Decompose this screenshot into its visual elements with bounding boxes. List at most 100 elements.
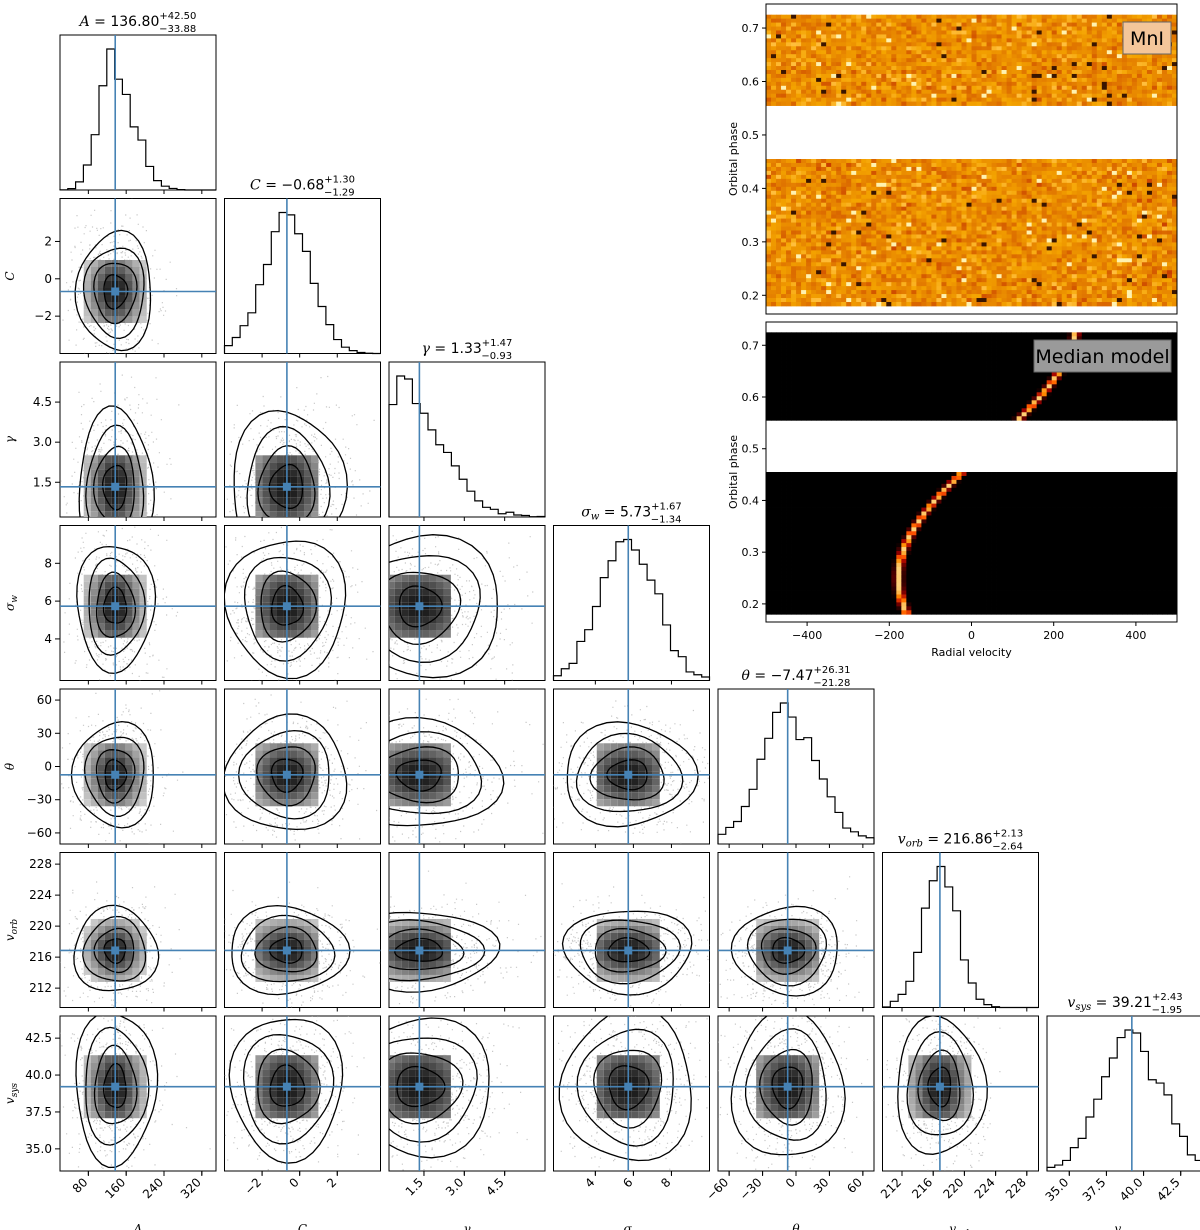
panel-frame	[224, 688, 381, 845]
x-tick-label: 240	[140, 1175, 166, 1201]
y-tick-label: −2	[34, 309, 52, 323]
joint-panel-gamma-v_orb	[388, 852, 546, 1008]
median-marker	[624, 946, 633, 955]
median-marker	[415, 1082, 424, 1091]
legend-box	[1122, 21, 1172, 55]
joint-panel-sigma_w-v_orb	[553, 852, 710, 1008]
density-contour	[389, 1037, 478, 1143]
joint-panel-A-gamma	[59, 361, 217, 518]
x-tick-label: 42.5	[1154, 1175, 1183, 1204]
y-tick-label: 0	[44, 272, 52, 286]
panel-frame	[765, 3, 1178, 315]
hist-panel-sigma_w: σw = 5.73+1.67 −1.34	[552, 502, 711, 681]
y-tick-label: 0.5	[742, 129, 760, 142]
hist-title: γ = 1.33+1.47 −0.93	[422, 338, 513, 362]
x-tick-label: 8	[658, 1175, 673, 1190]
density-contour	[389, 919, 486, 982]
histogram-step	[223, 211, 381, 355]
x-tick-label: 1.5	[403, 1175, 426, 1198]
x-tick-label: 40.0	[1117, 1175, 1146, 1204]
hist-title: vsys = 39.21+2.43 −1.95	[1067, 992, 1182, 1016]
legend-label: Median model	[1035, 346, 1169, 368]
panel-frame	[59, 34, 217, 191]
y-tick-label: 4.5	[33, 395, 52, 409]
median-marker	[935, 1082, 944, 1091]
y-tick-label: 2	[44, 234, 52, 248]
joint-panel-C-sigma_w	[224, 525, 381, 681]
median-marker	[111, 770, 120, 779]
x-tick-label: 212	[878, 1175, 904, 1201]
y-tick-label: 8	[44, 556, 52, 570]
y-tick-label: 1.5	[33, 475, 52, 489]
density-contour	[389, 1017, 490, 1159]
joint-panel-sigma_w-v_sys	[553, 1015, 710, 1172]
density-contour	[389, 716, 505, 827]
median-marker	[282, 946, 291, 955]
joint-panel-A-theta	[59, 688, 217, 845]
panel-frame	[59, 198, 217, 354]
panel-frame	[882, 1015, 1039, 1172]
panel-frame	[59, 525, 217, 681]
density-contour	[389, 534, 498, 679]
y-tick-label: 0.5	[742, 443, 760, 456]
y-tick-label: 216	[29, 950, 52, 964]
y-tick-label: 42.5	[25, 1031, 52, 1045]
x-tick-label: 320	[178, 1175, 204, 1201]
y-axis-label: C	[3, 271, 17, 280]
hist-panel-theta: θ = −7.47+26.31 −21.28	[717, 665, 875, 845]
legend-label: MnI	[1130, 28, 1164, 50]
x-tick-label: 216	[909, 1175, 935, 1201]
y-tick-label: 212	[29, 981, 52, 995]
histogram-step	[552, 538, 711, 681]
hist-title: vorb = 216.86+2.13 −2.64	[898, 829, 1023, 853]
hist-panel-v_orb: vorb = 216.86+2.13 −2.64	[881, 829, 1039, 1009]
y-tick-label: 0	[44, 760, 52, 774]
panel-frame	[553, 852, 710, 1008]
x-tick-label: −60	[703, 1175, 731, 1203]
panel-frame	[59, 852, 217, 1008]
y-tick-label: −60	[27, 826, 52, 840]
x-tick-label: 0	[286, 1175, 301, 1190]
joint-panel-v_orb-v_sys	[882, 1015, 1039, 1172]
y-tick-label: 0.7	[742, 339, 760, 352]
sample-scatter	[718, 1016, 874, 1170]
median-marker	[282, 770, 291, 779]
x-tick-label: 2	[324, 1175, 339, 1190]
hist-panel-C: C = −0.68+1.30 −1.29	[223, 175, 381, 355]
median-marker	[111, 287, 120, 296]
panel-frame	[553, 688, 710, 845]
x-tick-label: 228	[1003, 1175, 1029, 1201]
x-tick-label: 224	[972, 1175, 998, 1201]
median-marker	[111, 482, 120, 491]
y-tick-label: 228	[29, 857, 52, 871]
hist-title: C = −0.68+1.30 −1.29	[250, 175, 355, 199]
x-tick-label: −400	[792, 629, 822, 642]
joint-panel-C-theta	[224, 688, 381, 845]
x-axis-label: A	[133, 1222, 143, 1230]
median-marker	[111, 946, 120, 955]
median-marker	[282, 482, 291, 491]
y-tick-label: 0.6	[742, 391, 760, 404]
histogram-step	[59, 48, 216, 191]
x-tick-label: 0	[968, 629, 975, 642]
x-axis-label: σw	[624, 1222, 640, 1230]
x-tick-label: 60	[844, 1175, 865, 1196]
x-tick-label: 400	[1125, 629, 1146, 642]
joint-panel-sigma_w-theta	[553, 688, 710, 845]
joint-panel-A-sigma_w	[59, 525, 217, 681]
y-tick-label: 0.4	[742, 494, 760, 507]
x-tick-label: 4.5	[483, 1175, 506, 1198]
median-marker	[415, 770, 424, 779]
hist-panel-gamma: γ = 1.33+1.47 −0.93	[388, 338, 546, 518]
x-axis-label: C	[298, 1222, 307, 1230]
x-tick-label: −2	[242, 1175, 264, 1197]
legend-box	[1033, 339, 1172, 373]
sample-scatter	[60, 1016, 211, 1169]
joint-panel-A-v_orb	[59, 852, 217, 1008]
x-tick-label: 6	[620, 1175, 635, 1190]
hist-title: A = 136.80+42.50 −33.88	[78, 11, 197, 35]
median-marker	[624, 770, 633, 779]
y-tick-label: 0.3	[742, 236, 760, 249]
y-tick-label: 60	[37, 693, 52, 707]
y-axis-label: θ	[3, 762, 17, 770]
